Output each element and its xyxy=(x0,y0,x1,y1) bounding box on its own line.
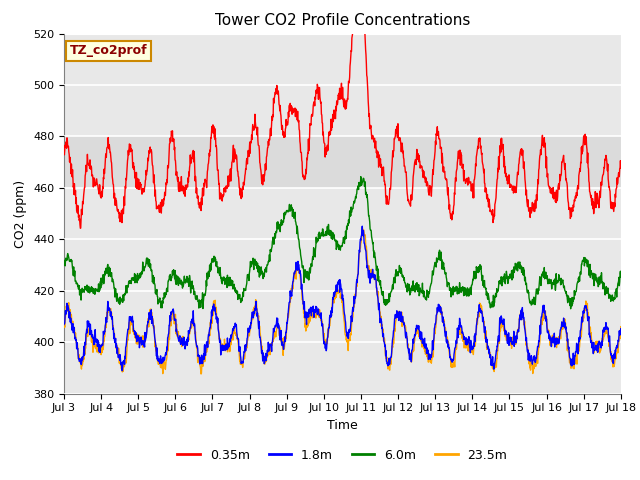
Bar xyxy=(64,136,621,188)
Legend: 0.35m, 1.8m, 6.0m, 23.5m: 0.35m, 1.8m, 6.0m, 23.5m xyxy=(172,444,513,467)
Y-axis label: CO2 (ppm): CO2 (ppm) xyxy=(15,180,28,248)
Text: TZ_co2prof: TZ_co2prof xyxy=(70,44,147,58)
Title: Tower CO2 Profile Concentrations: Tower CO2 Profile Concentrations xyxy=(214,13,470,28)
X-axis label: Time: Time xyxy=(327,419,358,432)
